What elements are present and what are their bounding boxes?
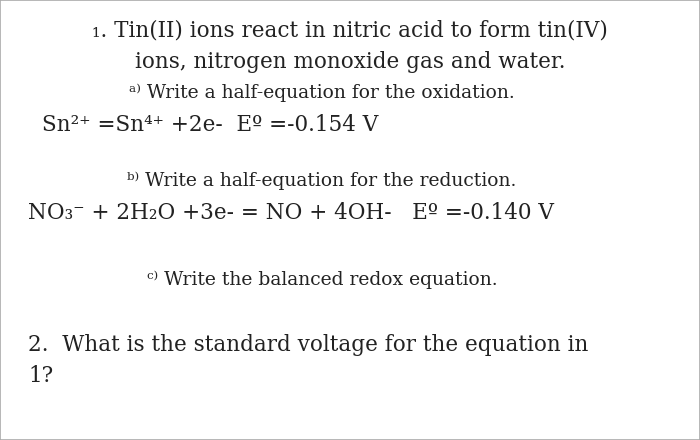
Text: 2.  What is the standard voltage for the equation in: 2. What is the standard voltage for the … bbox=[28, 334, 589, 356]
Text: ᵃ⁾ Write a half-equation for the oxidation.: ᵃ⁾ Write a half-equation for the oxidati… bbox=[129, 83, 515, 102]
Text: ₁. Tin(II) ions react in nitric acid to form tin(IV): ₁. Tin(II) ions react in nitric acid to … bbox=[92, 20, 608, 42]
Text: NO₃⁻ + 2H₂O +3e- = NO + 4OH-   Eº =-0.140 V: NO₃⁻ + 2H₂O +3e- = NO + 4OH- Eº =-0.140 … bbox=[28, 202, 554, 224]
Text: 1?: 1? bbox=[28, 365, 53, 387]
Text: ᵇ⁾ Write a half-equation for the reduction.: ᵇ⁾ Write a half-equation for the reducti… bbox=[127, 171, 517, 190]
Text: Sn²⁺ =Sn⁴⁺ +2e-  Eº =-0.154 V: Sn²⁺ =Sn⁴⁺ +2e- Eº =-0.154 V bbox=[42, 114, 379, 136]
Text: ions, nitrogen monoxide gas and water.: ions, nitrogen monoxide gas and water. bbox=[134, 51, 566, 73]
Text: ᶜ⁾ Write the balanced redox equation.: ᶜ⁾ Write the balanced redox equation. bbox=[147, 270, 497, 289]
